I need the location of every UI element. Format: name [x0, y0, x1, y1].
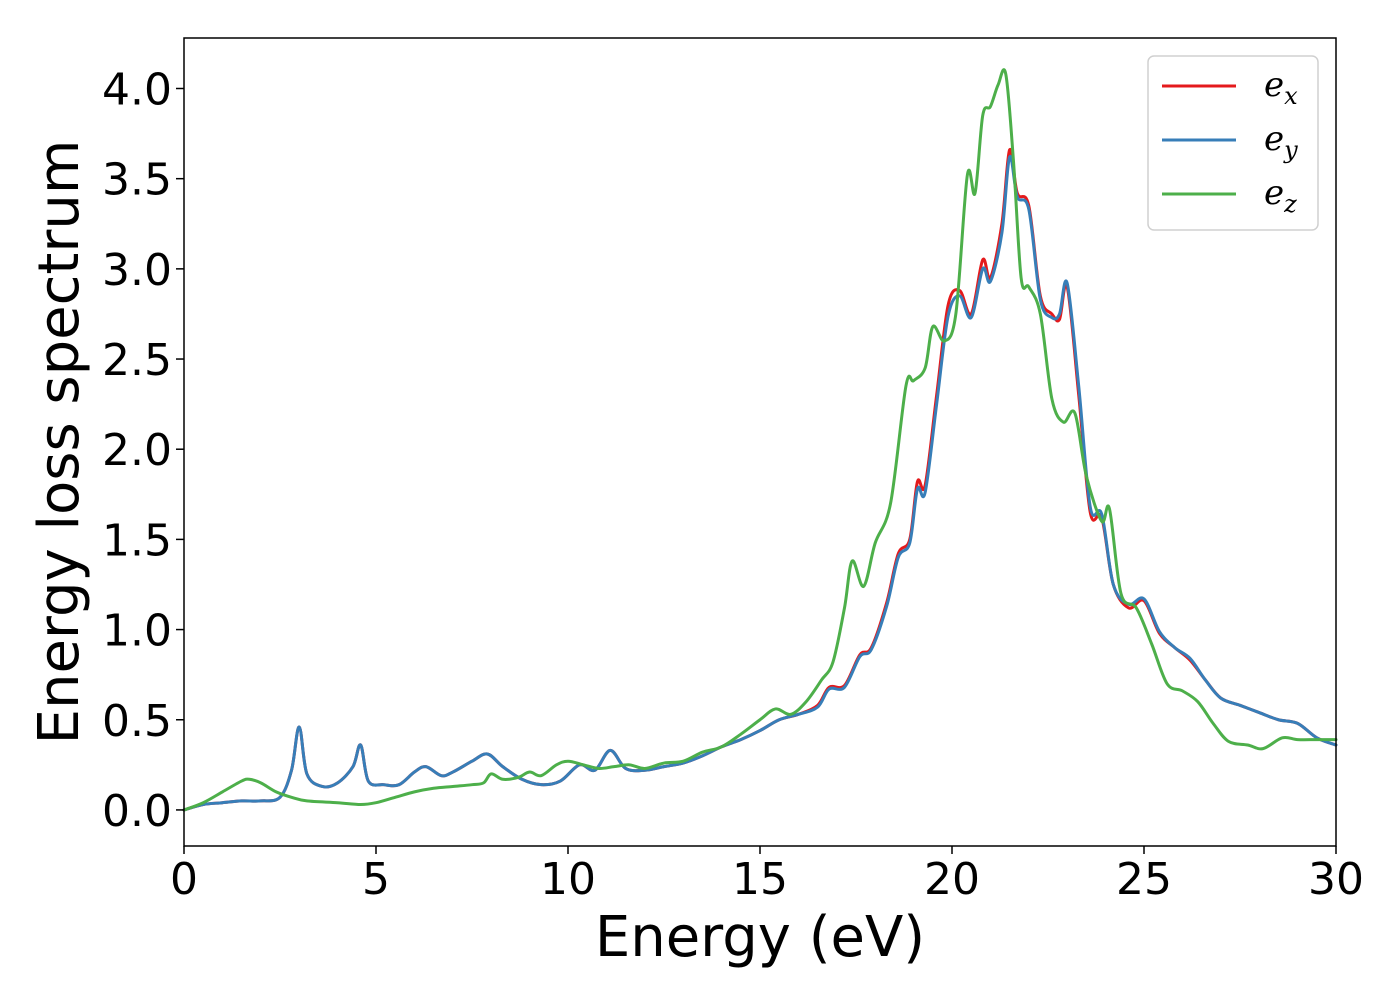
x-axis-label: Energy (eV) [595, 905, 925, 970]
x-tick-label: 25 [1116, 854, 1172, 905]
legend: ex ey ez [1147, 55, 1319, 231]
y-tick-label: 3.0 [102, 245, 172, 296]
y-tick-label: 3.5 [102, 155, 172, 206]
x-tick-label: 20 [924, 854, 980, 905]
y-tick-label: 2.0 [102, 425, 172, 476]
series-line-z [182, 68, 1338, 812]
legend-label-x: ex [1264, 65, 1298, 110]
y-axis-label: Energy loss spectrum [27, 140, 92, 745]
series-layer [182, 68, 1338, 812]
y-tick-label: 0.5 [102, 696, 172, 747]
y-tick-label: 1.0 [102, 606, 172, 657]
y-tick-label: 0.0 [102, 786, 172, 837]
x-tick-label: 15 [732, 854, 788, 905]
x-tick-label: 5 [362, 854, 390, 905]
x-tick-label: 10 [540, 854, 596, 905]
series-line-y [182, 155, 1338, 812]
y-tick-label: 1.5 [102, 515, 172, 566]
legend-label-z: ez [1264, 173, 1297, 218]
legend-label-y: ey [1264, 119, 1298, 164]
x-tick-label: 30 [1308, 854, 1364, 905]
y-axis-ticks: 0.0 0.5 1.0 1.5 2.0 2.5 3.0 3.5 4.0 [102, 65, 184, 837]
y-tick-label: 2.5 [102, 335, 172, 386]
plot-background [184, 38, 1336, 846]
y-tick-label: 4.0 [102, 65, 172, 116]
x-axis-ticks: 0 5 10 15 20 25 30 [170, 846, 1364, 905]
legend-box [1147, 55, 1319, 231]
x-tick-label: 0 [170, 854, 198, 905]
